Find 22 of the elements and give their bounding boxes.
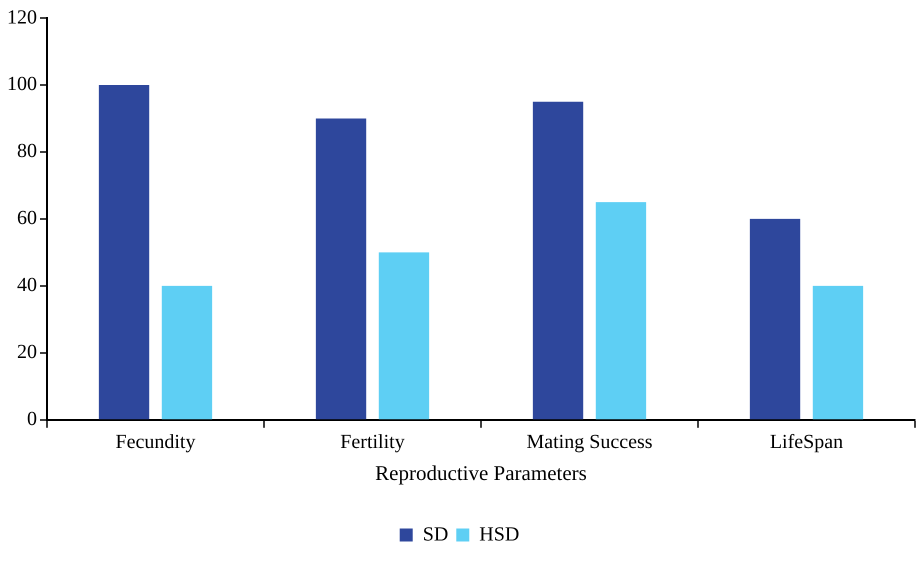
x-axis-title: Reproductive Parameters	[375, 460, 587, 485]
bar	[812, 286, 864, 420]
y-tick-label: 80	[17, 140, 37, 162]
bar	[316, 118, 366, 420]
y-tick-label: 40	[17, 274, 37, 296]
y-tick-label: 20	[17, 341, 37, 364]
y-tick-label: 0	[27, 408, 37, 430]
bar	[162, 286, 212, 420]
y-tick-label: 100	[7, 73, 37, 96]
bar	[378, 252, 430, 420]
x-tick-label: Fertility	[340, 431, 405, 454]
x-tick-label: LifeSpan	[770, 431, 844, 454]
bar	[596, 202, 646, 420]
x-tick-label: Fecundity	[116, 431, 196, 454]
x-tick-label: Mating Success	[526, 431, 653, 454]
legend-label: SD	[422, 523, 448, 546]
y-tick-label: 60	[17, 207, 37, 230]
bar	[532, 102, 584, 420]
bar	[98, 84, 150, 420]
bar	[750, 218, 800, 420]
legend-label: HSD	[479, 523, 520, 546]
y-tick-label: 120	[7, 6, 37, 28]
